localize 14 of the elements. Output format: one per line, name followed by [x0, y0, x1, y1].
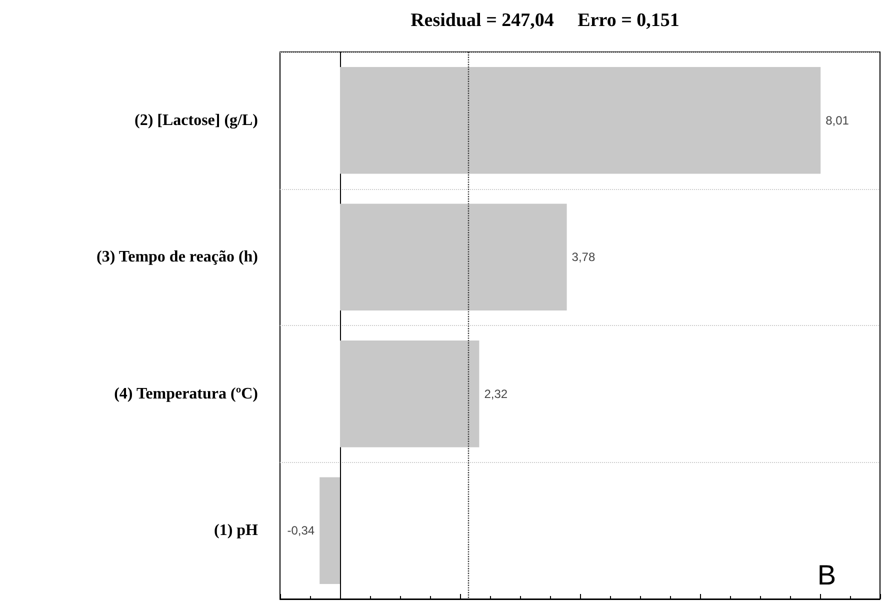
y-tick-label: (2) [Lactose] (g/L): [134, 112, 258, 129]
bar: [340, 204, 567, 310]
y-tick-label: (3) Tempo de reação (h): [96, 248, 258, 266]
chart-title: Residual = 247,04 Erro = 0,151: [410, 10, 680, 31]
y-tick-label: (4) Temperatura (ºC): [114, 385, 258, 402]
annotation: B: [817, 560, 836, 590]
bar: [320, 477, 340, 584]
data-label: 3,78: [572, 250, 596, 264]
bar: [340, 67, 821, 174]
data-label: -0,34: [287, 524, 315, 538]
data-label: 8,01: [826, 113, 850, 128]
data-label: 2,32: [484, 386, 508, 401]
bar: [340, 340, 480, 448]
y-tick-label: (1) pH: [214, 522, 259, 540]
